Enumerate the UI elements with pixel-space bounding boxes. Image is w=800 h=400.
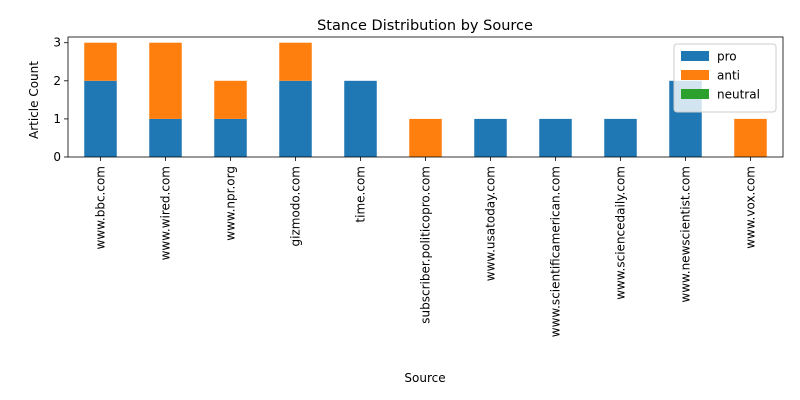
x-tick-label-8: www.sciencedaily.com	[614, 166, 628, 300]
bar-pro-4	[344, 80, 377, 157]
bar-anti-1	[149, 42, 182, 119]
legend-label-neutral: neutral	[717, 88, 760, 102]
bar-anti-10	[734, 118, 767, 157]
x-tick-label-7: www.scientificamerican.com	[549, 166, 563, 337]
x-axis-label: Source	[404, 371, 445, 385]
x-tick-label-6: www.usatoday.com	[484, 166, 498, 281]
bar-pro-1	[149, 118, 182, 157]
legend-swatch-neutral	[681, 89, 709, 99]
y-tick-label-2: 2	[53, 74, 61, 88]
y-tick-label-1: 1	[53, 112, 61, 126]
y-tick-label-0: 0	[53, 150, 61, 164]
y-tick-label-3: 3	[53, 36, 61, 50]
x-tick-label-0: www.bbc.com	[94, 166, 108, 249]
bar-pro-8	[604, 118, 637, 157]
legend-label-anti: anti	[717, 69, 740, 83]
bar-pro-7	[539, 118, 572, 157]
legend: pro anti neutral	[673, 43, 777, 113]
bar-anti-0	[84, 42, 117, 81]
x-tick-label-2: www.npr.org	[224, 166, 238, 241]
chart-title: Stance Distribution by Source	[317, 18, 533, 34]
bar-anti-3	[279, 42, 312, 81]
plot-area: 0 1 2 3 www.bbc.com www.wired.com www.npr.org g…	[53, 36, 784, 337]
bar-anti-5	[409, 118, 442, 157]
bar-anti-2	[214, 80, 247, 119]
legend-label-pro: pro	[717, 50, 737, 64]
y-axis-label: Article Count	[27, 61, 41, 139]
bar-pro-6	[474, 118, 507, 157]
bar-pro-3	[279, 80, 312, 157]
bar-pro-0	[84, 80, 117, 157]
bar-pro-2	[214, 118, 247, 157]
x-tick-label-4: time.com	[354, 166, 368, 223]
legend-swatch-pro	[681, 51, 709, 61]
x-tick-label-1: www.wired.com	[159, 166, 173, 260]
legend-swatch-anti	[681, 70, 709, 80]
x-tick-label-5: subscriber.politicopro.com	[419, 166, 433, 324]
x-tick-label-3: gizmodo.com	[289, 166, 303, 246]
x-tick-label-10: www.vox.com	[744, 166, 758, 249]
x-tick-label-9: www.newscientist.com	[679, 166, 693, 303]
